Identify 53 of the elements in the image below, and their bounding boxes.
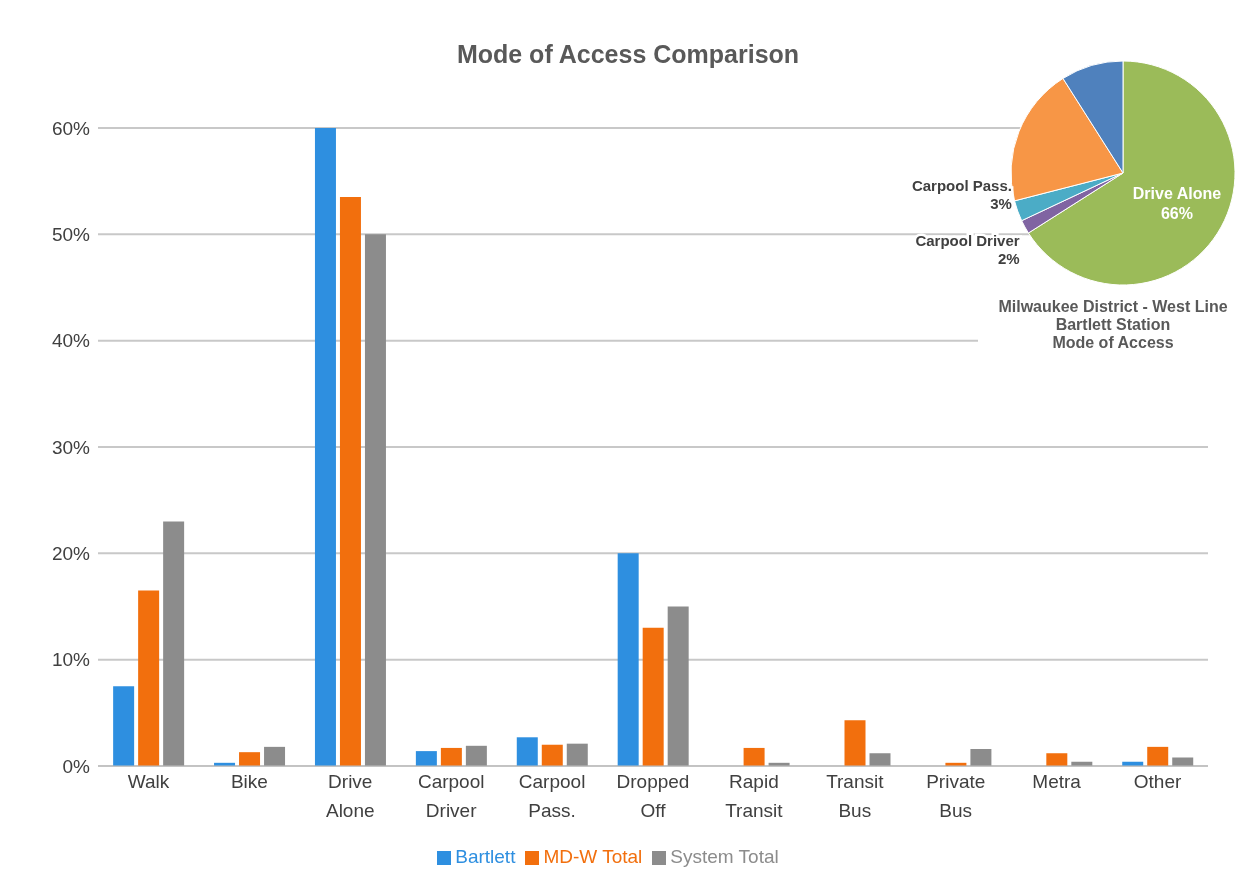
data-label: 66% [1160, 204, 1193, 222]
y-tick-label: 10% [51, 649, 91, 671]
x-tick-label: Metra [1032, 771, 1082, 792]
bar [440, 747, 462, 766]
bar [516, 737, 538, 766]
bar [239, 752, 261, 766]
bar [617, 553, 639, 766]
legend-label: MD-W Total [543, 846, 643, 867]
bar [667, 606, 689, 766]
data-label: 2% [997, 249, 1020, 267]
bar [844, 720, 866, 766]
x-tick-label: Walk [127, 771, 170, 792]
bar [264, 746, 286, 766]
x-tick-label: Rapid Transit [725, 771, 784, 821]
y-tick-label: 20% [51, 543, 91, 565]
text: Milwaukee District - West Line Bartlett Station Mode of Access [978, 298, 1248, 352]
bar [566, 743, 588, 766]
bar [465, 745, 487, 766]
y-tick-label: 60% [51, 117, 91, 139]
bar [1046, 753, 1068, 766]
x-tick-label: Carpool Pass. [518, 771, 586, 821]
bar [869, 753, 891, 766]
data-label: 3% [990, 194, 1012, 212]
bar [642, 627, 664, 766]
bar [1172, 757, 1194, 766]
bar [743, 747, 765, 766]
x-tick-label: Dropped Off [616, 771, 690, 821]
x-tick-label: Transit Bus [826, 771, 885, 821]
bar [339, 197, 361, 766]
slice-label: Carpool Driver [915, 231, 1020, 249]
bar [541, 744, 563, 766]
y-tick-label: 50% [51, 224, 91, 246]
y-tick-label: 40% [51, 330, 91, 352]
bar [113, 686, 135, 766]
legend-label: Bartlett [455, 846, 516, 867]
slice-label: Drive Alone [1132, 184, 1222, 202]
bar [163, 521, 185, 766]
bar [364, 234, 386, 766]
bar [138, 590, 160, 766]
legend-label: System Total [670, 846, 779, 867]
bar [970, 748, 992, 766]
bar [415, 751, 437, 766]
y-tick-label: 30% [51, 436, 91, 458]
x-tick-label: Drive Alone [325, 771, 375, 821]
x-tick-label: Bike [230, 771, 268, 792]
bar [314, 128, 336, 766]
chart-title: Mode of Access Comparison [455, 40, 801, 69]
slice-label: Carpool Pass. [911, 176, 1012, 194]
x-tick-label: Other [1133, 771, 1182, 792]
bar [1147, 746, 1169, 766]
x-tick-label: Carpool Driver [417, 771, 485, 821]
y-tick-label: 0% [62, 755, 91, 777]
x-tick-label: Private Bus [926, 771, 986, 821]
